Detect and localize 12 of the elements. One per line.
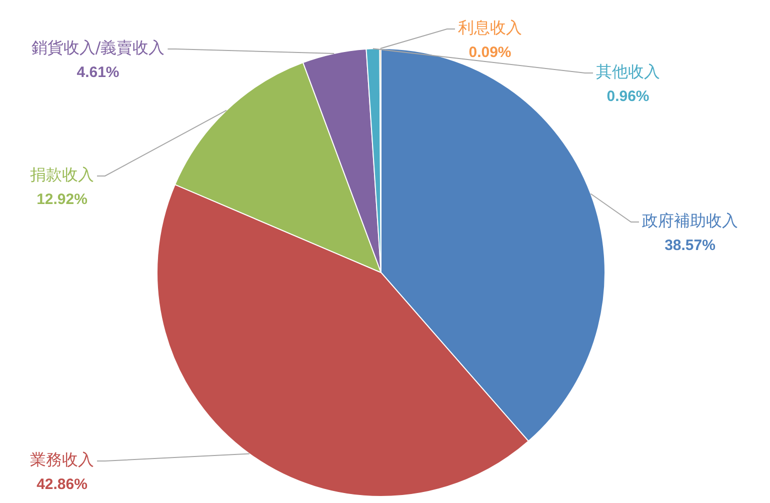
data-label: 0.96%: [606, 88, 650, 106]
slice-label: 業務收入: [30, 450, 94, 470]
data-label: 38.57%: [664, 237, 716, 254]
data-label: 0.09%: [468, 44, 512, 62]
data-label: 4.61%: [76, 64, 120, 82]
slice-label: 其他收入: [596, 62, 660, 82]
slice-label: 銷貨收入/義賣收入: [31, 38, 165, 58]
data-label: 42.86%: [36, 476, 88, 494]
data-label: 12.92%: [36, 191, 88, 208]
slice-label: 捐款收入: [30, 165, 94, 184]
slice-label: 利息收入: [458, 18, 522, 38]
slice-label: 政府補助收入: [642, 211, 738, 230]
